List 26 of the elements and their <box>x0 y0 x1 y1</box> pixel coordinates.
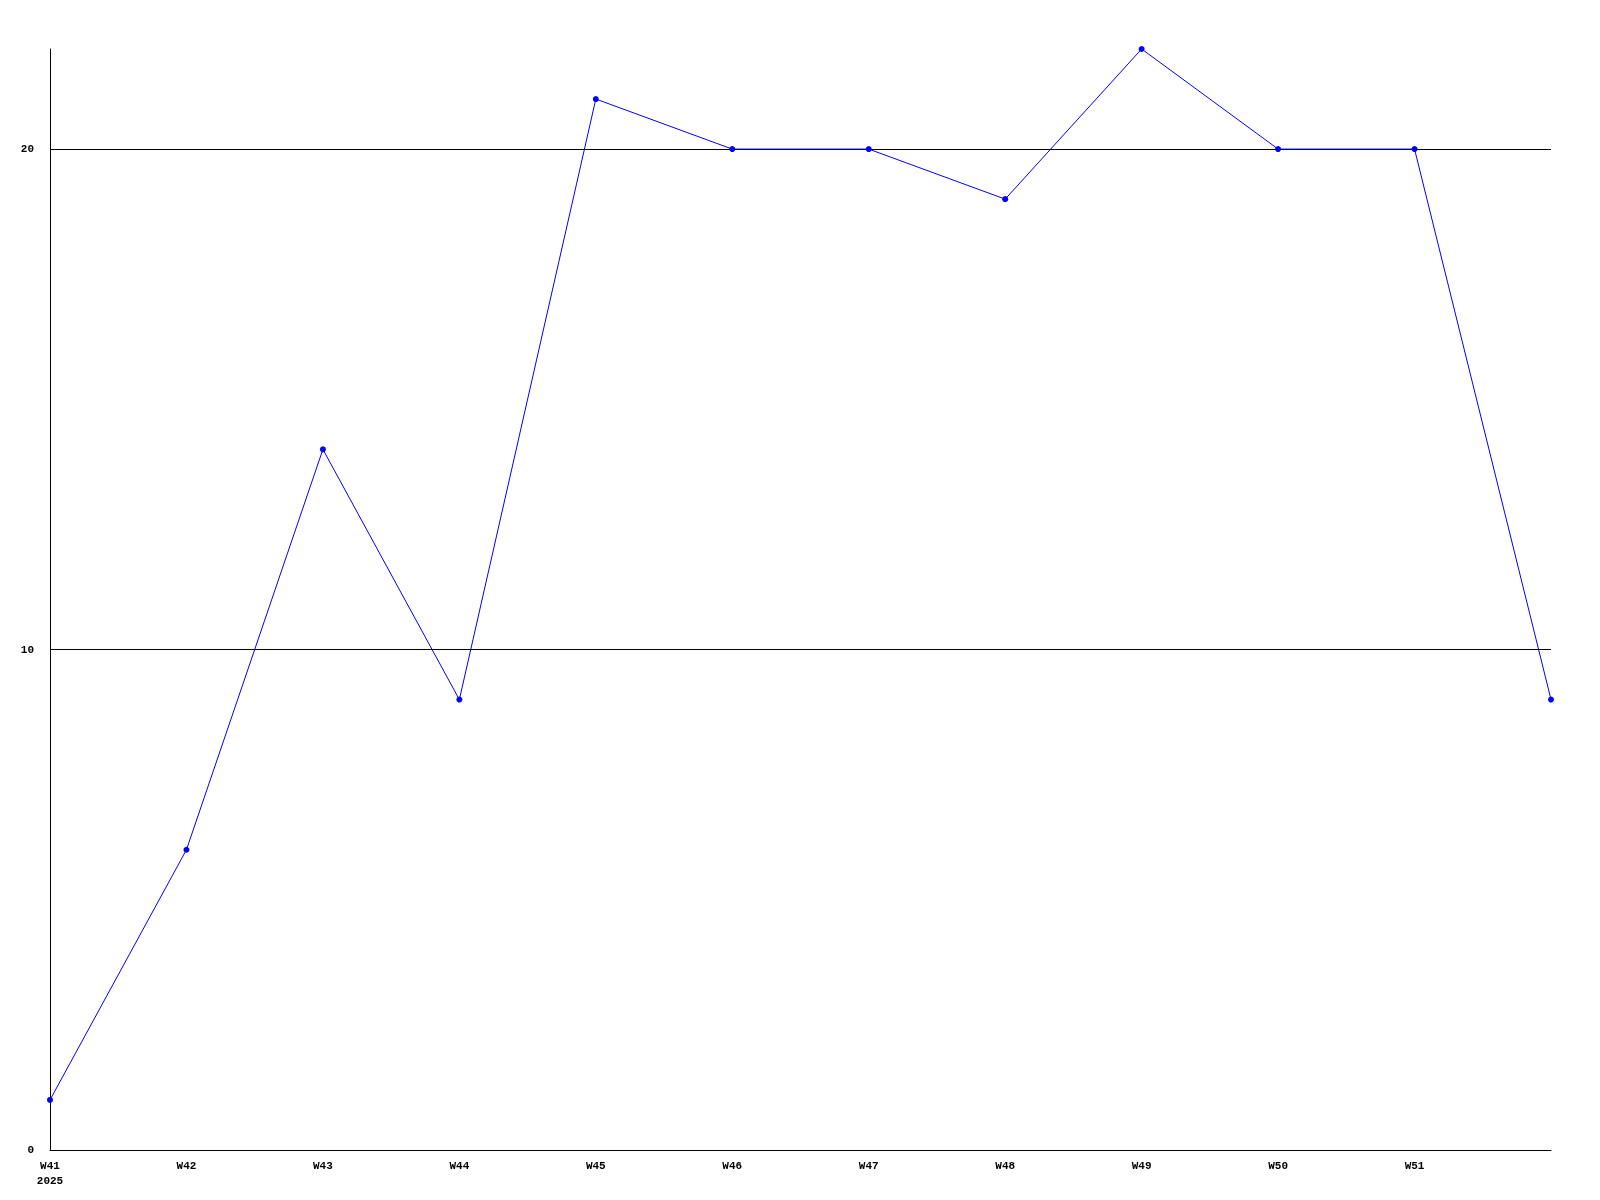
x-tick-label: W46 <box>722 1159 743 1172</box>
y-tick-label: 10 <box>20 643 34 656</box>
point <box>1275 146 1282 153</box>
point <box>1411 146 1418 153</box>
x-tick-label: W44 <box>449 1159 470 1172</box>
x-tick-label: W49 <box>1131 1159 1152 1172</box>
point <box>47 1096 53 1103</box>
y-tick-label: 0 <box>27 1144 34 1156</box>
point <box>865 146 872 153</box>
point <box>592 96 599 103</box>
x-tick-label: W51 <box>1404 1159 1425 1172</box>
x-tick-label: W50 <box>1268 1159 1288 1172</box>
point <box>319 446 326 453</box>
y-tick-label: 20 <box>20 143 34 156</box>
point <box>183 846 190 853</box>
x-tick-label: W41 2025 <box>36 1159 64 1187</box>
x-tick-label: W45 <box>585 1159 607 1172</box>
x-tick-label: W43 <box>313 1159 334 1172</box>
x-tick-label: W42 <box>176 1159 197 1172</box>
point <box>1002 196 1009 203</box>
x-tick-label: W48 <box>995 1159 1016 1172</box>
point <box>1138 46 1145 52</box>
x-tick-label: W47 <box>858 1159 879 1172</box>
point <box>456 696 463 703</box>
point <box>729 146 736 153</box>
point <box>1548 696 1554 703</box>
